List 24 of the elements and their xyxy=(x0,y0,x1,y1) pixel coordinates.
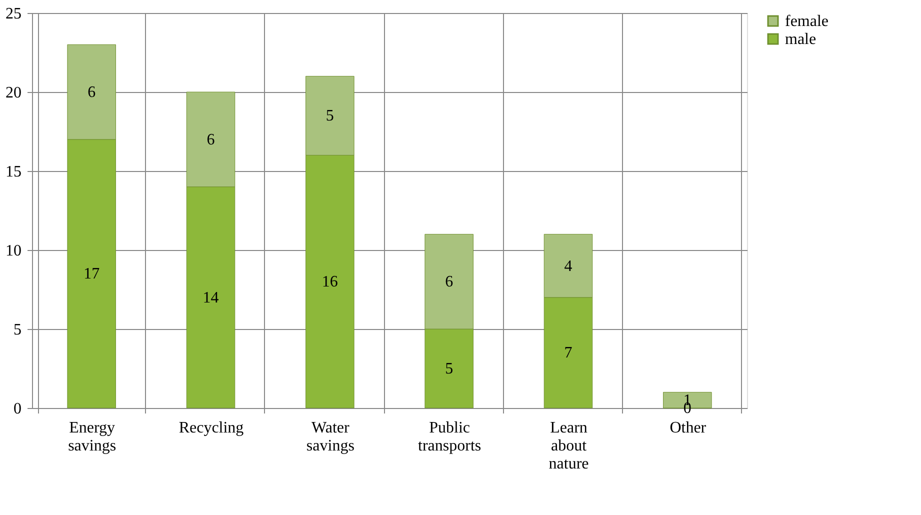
y-tick-label: 10 xyxy=(6,242,22,260)
x-tick-label: Energy savings xyxy=(68,420,116,454)
x-tick-label: Water savings xyxy=(306,420,354,454)
data-label: 6 xyxy=(206,131,215,148)
data-label: 14 xyxy=(202,289,219,306)
data-label: 16 xyxy=(322,274,338,291)
y-tick-label: 15 xyxy=(6,164,22,180)
data-label: 17 xyxy=(84,266,100,283)
data-label: 5 xyxy=(445,360,454,378)
y-tick-label: 0 xyxy=(14,400,22,418)
data-label: 6 xyxy=(88,84,96,101)
x-tick-label: Learn about nature xyxy=(548,420,589,472)
y-tick-label: 25 xyxy=(6,6,22,22)
x-tick-label: Other xyxy=(670,420,707,436)
y-tick-label: 5 xyxy=(14,322,22,338)
y-tick-label: 20 xyxy=(6,84,22,102)
data-label: 6 xyxy=(445,274,454,291)
data-label: 4 xyxy=(564,258,572,275)
data-label: 5 xyxy=(326,108,334,125)
legend-label: male xyxy=(785,31,816,48)
legend-label: female xyxy=(785,13,829,30)
x-tick-label: Recycling xyxy=(178,420,244,436)
data-label: 7 xyxy=(564,344,572,362)
x-tick-label: Public transports xyxy=(418,420,482,454)
